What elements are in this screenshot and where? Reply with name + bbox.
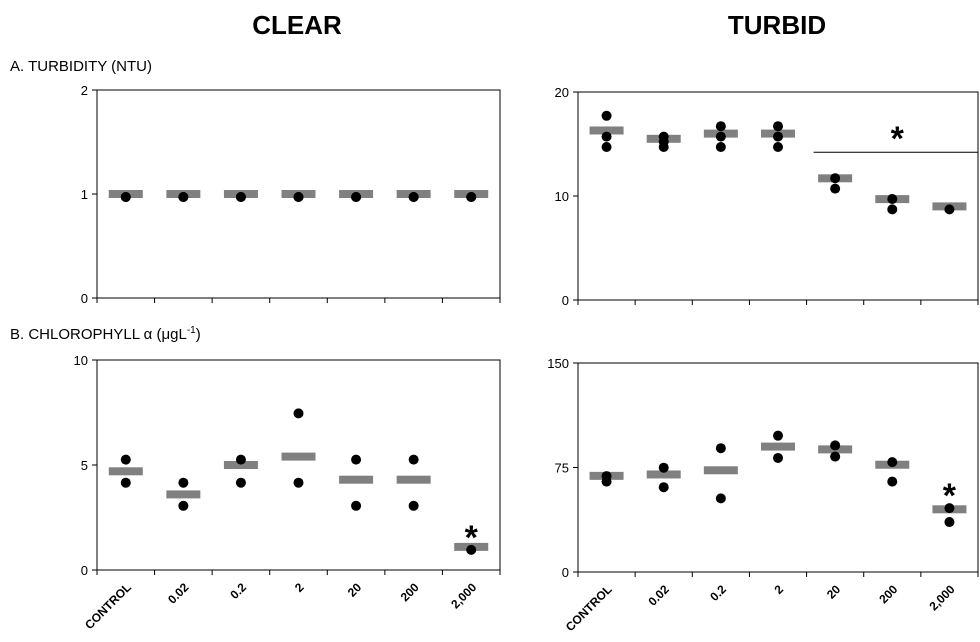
data-point	[120, 477, 131, 488]
data-point	[351, 500, 362, 511]
y-tick-label: 20	[555, 85, 569, 100]
data-point	[887, 476, 898, 487]
data-point	[715, 443, 726, 454]
significance-mark: *	[891, 120, 905, 158]
data-point	[830, 183, 841, 194]
mean-bar	[108, 467, 143, 476]
data-point	[658, 482, 669, 493]
data-point	[351, 454, 362, 465]
x-tick-label: 0.2	[227, 580, 249, 602]
row-label-sup: -1	[187, 325, 196, 336]
data-point	[715, 142, 726, 152]
data-point	[601, 142, 612, 152]
x-tick-label: 0.02	[165, 580, 192, 607]
data-point	[715, 493, 726, 504]
mean-bar	[589, 126, 624, 135]
y-tick-label: 0	[81, 291, 88, 306]
data-point	[120, 454, 131, 465]
column-title: CLEAR	[252, 10, 342, 40]
y-tick-label: 10	[555, 189, 569, 204]
mean-bar	[223, 461, 258, 469]
data-point	[773, 121, 783, 132]
data-point	[235, 454, 246, 465]
data-point	[178, 477, 189, 488]
data-point	[773, 430, 783, 441]
significance-mark: *	[943, 477, 957, 515]
x-tick-label: CONTROL	[563, 582, 615, 634]
x-tick-label: 200	[876, 582, 900, 606]
x-tick-label: 200	[398, 580, 422, 604]
x-tick-label: 2,000	[448, 580, 479, 611]
row-label-tail: )	[196, 326, 201, 343]
x-tick-label: 0.02	[645, 582, 672, 609]
data-point	[944, 204, 955, 215]
x-tick-label: 2,000	[926, 582, 957, 613]
x-tick-label: 0.2	[707, 582, 729, 604]
data-point	[408, 454, 419, 465]
y-tick-label: 10	[74, 353, 88, 368]
data-point	[830, 440, 841, 451]
y-tick-label: 2	[81, 83, 88, 98]
data-point	[887, 204, 898, 215]
plot-frame	[577, 362, 979, 573]
data-point	[351, 192, 362, 202]
mean-bar	[396, 475, 431, 484]
data-point	[944, 517, 955, 528]
data-point	[715, 131, 726, 142]
data-point	[178, 500, 189, 511]
y-tick-label: 0	[81, 563, 88, 578]
y-tick-label: 150	[547, 356, 569, 371]
plot-frame	[96, 359, 501, 571]
data-point	[830, 451, 841, 462]
x-tick-label: 20	[345, 580, 365, 600]
data-point	[887, 457, 898, 468]
mean-bar	[703, 466, 738, 475]
data-point	[293, 408, 304, 419]
x-tick-label: 2	[292, 580, 307, 595]
y-tick-label: 1	[81, 187, 88, 202]
data-point	[466, 544, 477, 555]
x-tick-label: 2	[771, 582, 786, 597]
data-point	[658, 136, 669, 147]
data-point	[235, 477, 246, 488]
data-point	[944, 503, 955, 514]
row-label: A. TURBIDITY (NTU)	[10, 58, 152, 75]
data-point	[408, 192, 419, 202]
data-point	[235, 192, 246, 202]
data-point	[887, 194, 898, 204]
x-tick-label: CONTROL	[82, 580, 134, 632]
data-point	[408, 500, 419, 511]
data-point	[773, 131, 783, 142]
x-tick-label: 20	[824, 582, 844, 602]
data-point	[773, 142, 783, 152]
mean-bar	[646, 470, 681, 479]
data-point	[178, 192, 189, 202]
mean-bar	[281, 452, 316, 461]
y-tick-label: 0	[562, 293, 569, 308]
data-point	[601, 476, 612, 487]
mean-bar	[761, 442, 795, 451]
data-point	[293, 477, 304, 488]
data-point	[601, 131, 612, 142]
data-point	[830, 173, 841, 184]
significance-mark: *	[465, 519, 479, 557]
data-point	[715, 121, 726, 132]
y-tick-label: 5	[81, 458, 88, 473]
row-label: B. CHLOROPHYLL α (μgL-1)	[10, 325, 201, 343]
row-label-main: B. CHLOROPHYLL α (μgL	[10, 326, 187, 343]
y-tick-label: 0	[562, 565, 569, 580]
data-point	[120, 192, 131, 202]
data-point	[466, 192, 477, 202]
data-point	[658, 462, 669, 473]
data-point	[773, 452, 783, 463]
data-point	[601, 110, 612, 121]
data-point	[293, 192, 304, 202]
mean-bar	[166, 490, 201, 499]
y-tick-label: 75	[555, 461, 569, 476]
mean-bar	[339, 475, 374, 484]
column-title: TURBID	[728, 10, 826, 40]
